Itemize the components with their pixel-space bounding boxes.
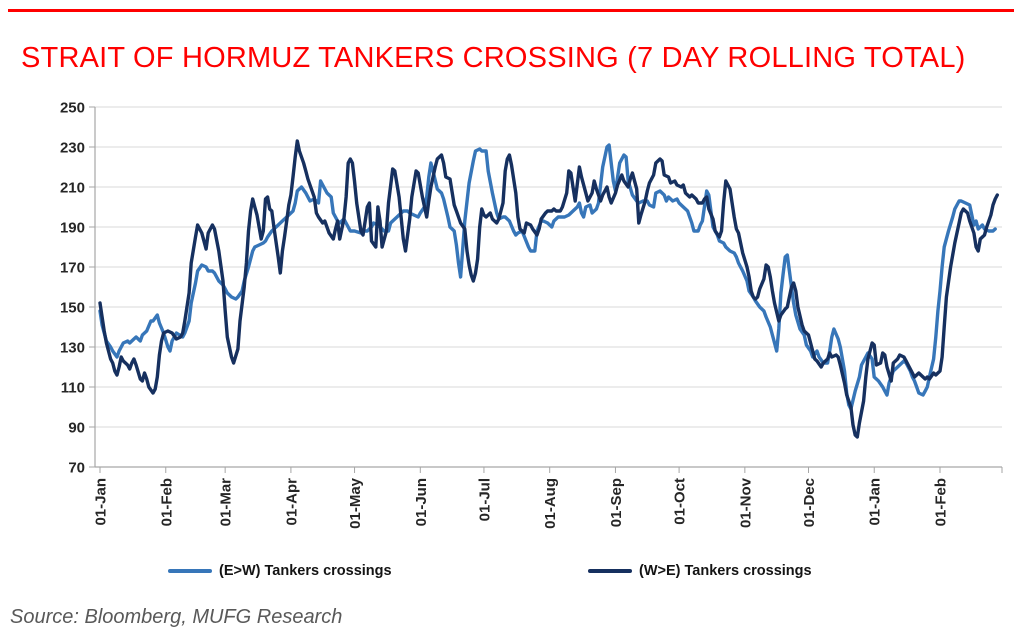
svg-text:01-Jan: 01-Jan (93, 478, 110, 526)
svg-text:90: 90 (68, 420, 85, 437)
svg-text:01-May: 01-May (347, 477, 364, 529)
legend-swatch-ew-line (168, 569, 212, 573)
svg-text:01-Jul: 01-Jul (476, 478, 493, 521)
svg-text:01-Feb: 01-Feb (933, 478, 950, 526)
chart-title: STRAIT OF HORMUZ TANKERS CROSSING (7 DAY… (21, 42, 966, 74)
svg-text:190: 190 (60, 220, 85, 237)
svg-text:170: 170 (60, 260, 85, 277)
svg-text:250: 250 (60, 100, 85, 117)
source-note: Source: Bloomberg, MUFG Research (10, 606, 343, 628)
svg-text:01-Mar: 01-Mar (218, 478, 235, 527)
svg-text:70: 70 (68, 460, 85, 477)
svg-text:230: 230 (60, 140, 85, 157)
svg-text:01-Feb: 01-Feb (158, 478, 175, 526)
svg-text:01-Aug: 01-Aug (542, 478, 559, 529)
legend-label-we: (W>E) Tankers crossings (639, 563, 812, 579)
svg-text:210: 210 (60, 180, 85, 197)
svg-text:01-Nov: 01-Nov (737, 477, 754, 528)
svg-text:150: 150 (60, 300, 85, 317)
svg-text:01-Sep: 01-Sep (608, 478, 625, 527)
top-rule (8, 9, 1014, 12)
svg-text:01-Oct: 01-Oct (672, 478, 689, 525)
legend-label-ew: (E>W) Tankers crossings (219, 563, 392, 579)
svg-text:110: 110 (61, 380, 85, 397)
svg-text:01-Apr: 01-Apr (283, 478, 300, 526)
legend-swatch-we-line (588, 569, 632, 573)
svg-text:01-Jun: 01-Jun (413, 478, 430, 526)
svg-text:01-Dec: 01-Dec (801, 478, 818, 527)
legend-item-we: (W>E) Tankers crossings (588, 560, 812, 582)
svg-text:130: 130 (60, 340, 85, 357)
legend-item-ew: (E>W) Tankers crossings (168, 560, 392, 582)
svg-text:01-Jan: 01-Jan (867, 478, 884, 526)
